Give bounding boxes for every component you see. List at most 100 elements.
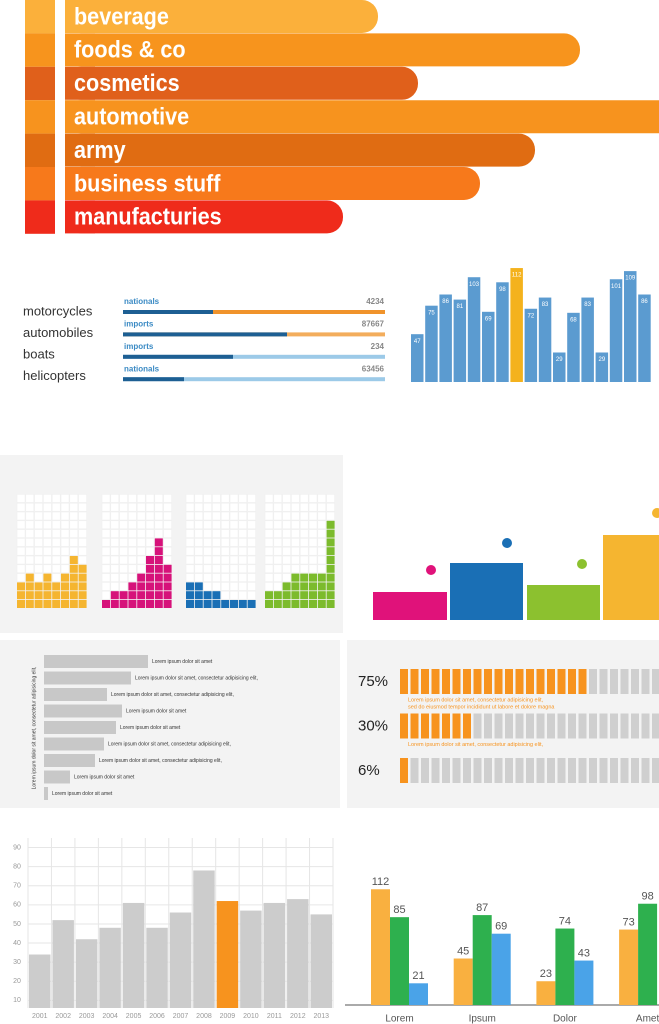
- mosaic-cell: [229, 502, 239, 512]
- block: [557, 669, 566, 694]
- mosaic-cell: [282, 555, 291, 565]
- block: [515, 713, 524, 739]
- value-label: 103: [469, 282, 480, 288]
- mosaic-cell: [186, 591, 194, 600]
- ribbon-stripe: [25, 100, 55, 134]
- block: [526, 713, 534, 739]
- mosaic-cell: [291, 564, 300, 574]
- dot: [426, 565, 436, 575]
- bar: [439, 294, 452, 382]
- mosaic-cell: [52, 591, 61, 600]
- mosaic-cell: [110, 502, 120, 512]
- mosaic-cell: [34, 538, 43, 547]
- ribbon: [65, 66, 95, 100]
- mosaic-cell: [78, 546, 87, 556]
- mosaic-cell: [273, 555, 283, 565]
- mosaic-cell: [25, 520, 35, 530]
- ribbon: [65, 0, 95, 33]
- mosaic-cell: [299, 511, 309, 521]
- dot: [502, 538, 512, 548]
- bar-label: Lorem ipsum dolor sit amet, consectetur …: [108, 741, 231, 747]
- row-number: 87667: [362, 320, 385, 329]
- mosaic-cell: [282, 520, 291, 530]
- mosaic-cell: [43, 564, 52, 574]
- mosaic-cell: [78, 511, 87, 521]
- mosaic-cell: [146, 564, 154, 573]
- mosaic-cell: [128, 564, 137, 574]
- mosaic-cell: [212, 529, 221, 538]
- mosaic-cell: [34, 494, 43, 503]
- mosaic-cell: [185, 555, 195, 565]
- mosaic-cell: [34, 520, 43, 530]
- mosaic-cell: [78, 582, 87, 591]
- mosaic-cell: [220, 555, 230, 565]
- mosaic-cell: [220, 502, 230, 512]
- mosaic-cell: [299, 502, 309, 512]
- percent-label: 30%: [358, 717, 388, 734]
- mosaic-cell: [110, 600, 119, 608]
- bar: [371, 889, 390, 1005]
- mosaic-cell: [78, 494, 87, 503]
- mosaic-cell: [51, 494, 61, 503]
- block: [484, 758, 492, 783]
- x-tick-label: 2011: [267, 1013, 282, 1020]
- ribbon: [65, 66, 418, 100]
- mosaic-cell: [229, 582, 239, 591]
- mosaic-cell: [145, 511, 155, 521]
- mosaic-cell: [282, 511, 291, 521]
- mosaic-cell: [194, 582, 203, 591]
- mosaic-cell: [326, 494, 335, 503]
- row-number: 234: [371, 342, 385, 351]
- mosaic-cell: [299, 564, 309, 574]
- mosaic-cell: [220, 590, 230, 600]
- mosaic-cell: [212, 546, 221, 556]
- mosaic-cell: [128, 546, 137, 556]
- bar: [496, 282, 509, 382]
- mosaic-cell: [203, 494, 212, 503]
- mosaic-cell: [119, 600, 128, 608]
- ribbon-label: beverage: [74, 2, 169, 29]
- mosaic-cell: [119, 520, 128, 530]
- mosaic-cell: [265, 600, 273, 608]
- mosaic-cell: [60, 538, 70, 547]
- mosaic-cell: [78, 555, 87, 565]
- value-label: 68: [570, 317, 577, 323]
- mosaic-cell: [220, 573, 230, 582]
- mosaic-cell: [163, 564, 172, 573]
- note: Lorem ipsum dolor sit amet, consectetur …: [408, 697, 544, 703]
- percent-label: 75%: [358, 673, 388, 690]
- mosaic-cell: [17, 582, 25, 591]
- mosaic-cell: [326, 502, 335, 512]
- mosaic-cell: [203, 529, 212, 538]
- mosaic-cell: [146, 600, 154, 608]
- mosaic-cell: [300, 591, 309, 600]
- mosaic-cell: [317, 564, 327, 574]
- mosaic-cell: [212, 538, 221, 547]
- mosaic-cell: [212, 494, 221, 503]
- mosaic-cell: [273, 591, 282, 600]
- mosaic-cell: [34, 502, 43, 512]
- mosaic-cell: [25, 564, 35, 574]
- mosaic-cell: [238, 529, 248, 538]
- vehicle-label: boats: [23, 346, 55, 361]
- y-tick-label: 10: [13, 997, 21, 1004]
- value-label: 29: [599, 357, 606, 363]
- value-label: 29: [556, 357, 563, 363]
- mosaic-cell: [101, 564, 111, 574]
- mosaic-cell: [136, 564, 146, 574]
- mosaic-cell: [128, 511, 137, 521]
- mosaic-cell: [220, 582, 230, 591]
- block: [536, 758, 545, 783]
- mosaic-cell: [119, 573, 128, 582]
- mosaic-cell: [238, 494, 248, 503]
- mosaic-cell: [326, 520, 335, 529]
- block: [610, 713, 618, 739]
- bar: [524, 308, 538, 382]
- bar: [310, 914, 332, 1008]
- ribbon-label: cosmetics: [74, 69, 180, 96]
- block: [442, 713, 450, 739]
- block: [505, 669, 513, 694]
- mosaic-cell: [247, 600, 256, 608]
- block: [589, 713, 597, 739]
- mosaic-cell: [16, 494, 26, 503]
